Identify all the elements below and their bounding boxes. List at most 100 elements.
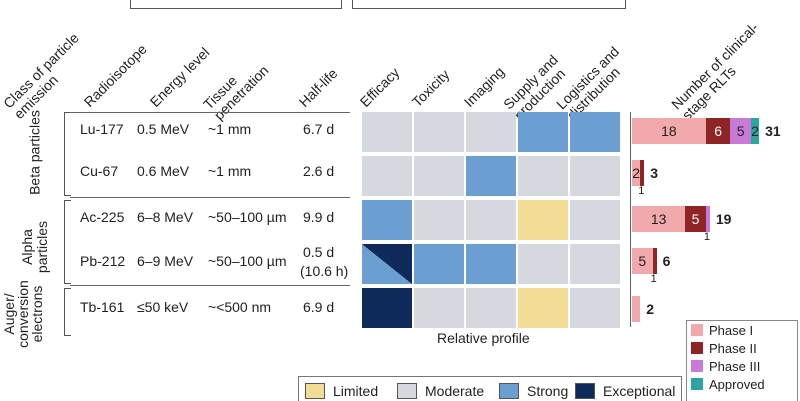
profile-cell-strong	[414, 244, 464, 284]
rlt-bar-segment-phase2	[652, 248, 657, 274]
cell-energy: 6–8 MeV	[137, 209, 194, 225]
phase-legend-approved: Approved	[687, 375, 797, 393]
cell-tissue: ~50–100 µm	[208, 253, 287, 269]
rlt-bar-segment-approved: 2	[750, 118, 760, 144]
cell-halflife-secondary: (10.6 h)	[300, 263, 349, 279]
auger-bracket	[64, 288, 71, 336]
header-class: Class of particle emission	[0, 23, 100, 122]
profile-cell-strong	[362, 200, 412, 240]
cell-isotope: Pb-212	[80, 253, 126, 269]
rlt-bar-note: 1	[638, 185, 645, 197]
profile-cell-limited	[518, 200, 568, 240]
rlt-bar-note: 1	[650, 273, 657, 285]
legend-moderate-label: Moderate	[425, 383, 485, 399]
phase-legend-phase1: Phase I	[687, 321, 797, 339]
header-imaging: Imaging	[460, 63, 508, 110]
profile-cell-strong	[466, 156, 516, 196]
profile-cell-strong	[570, 112, 620, 152]
cell-halflife: 6.9 d	[303, 299, 335, 315]
profile-caption: Relative profile	[437, 330, 530, 346]
row-separator-alpha-auger	[70, 285, 350, 286]
cell-tissue: ~50–100 µm	[208, 209, 287, 225]
profile-cell-moderate	[362, 156, 412, 196]
header-tissue: Tissue penetration	[200, 62, 272, 123]
phase3-label: Phase III	[709, 358, 761, 374]
phase-legend-phase2: Phase II	[687, 339, 797, 357]
profile-cell-exceptional-strong	[362, 244, 412, 284]
profile-cell-moderate	[466, 288, 516, 328]
profile-cell-moderate	[570, 156, 620, 196]
header-toxicity: Toxicity	[408, 66, 453, 110]
phase1-swatch	[691, 324, 703, 336]
rlt-bar-segment-phase2: 5	[685, 206, 706, 232]
relative-profile-bracket	[352, 0, 626, 9]
cell-energy: 6–9 MeV	[137, 253, 194, 269]
rlt-bar-total: 31	[765, 123, 781, 139]
header-rlts: Number of clinical-stage RLTs	[668, 19, 762, 123]
phase1-label: Phase I	[709, 322, 754, 338]
header-efficacy: Efficacy	[356, 64, 403, 110]
cell-isotope: Cu-67	[80, 163, 119, 179]
rlt-bar-segment-phase1	[632, 296, 641, 322]
rlt-bar-segment-phase2	[640, 160, 645, 186]
legend-limited: Limited	[305, 383, 378, 399]
header-halflife: Half-life	[295, 65, 341, 110]
row-separator-beta-alpha	[70, 197, 350, 198]
profile-legend: Limited Moderate Strong Exceptional	[298, 376, 682, 401]
profile-cell-moderate	[570, 244, 620, 284]
cell-energy: 0.6 MeV	[137, 163, 190, 179]
profile-cell-moderate	[362, 112, 412, 152]
legend-exceptional: Exceptional	[575, 383, 675, 399]
rlt-bar-segment-phase1: 5	[632, 248, 653, 274]
profile-cell-moderate	[570, 288, 620, 328]
phase-legend: Phase I Phase II Phase III Approved	[686, 320, 798, 401]
approved-swatch	[691, 378, 703, 390]
alpha-bracket	[64, 200, 71, 284]
cell-halflife: 0.5 d	[303, 244, 335, 260]
phase3-swatch	[691, 360, 703, 372]
profile-cell-exceptional	[362, 288, 412, 328]
profile-cell-moderate	[414, 288, 464, 328]
cell-isotope: Ac-225	[80, 209, 125, 225]
rlt-bar-total: 2	[646, 301, 654, 317]
cell-isotope: Tb-161	[80, 299, 125, 315]
cell-halflife: 9.9 d	[303, 209, 335, 225]
profile-cell-moderate	[466, 200, 516, 240]
rlt-bar-note: 1	[703, 231, 711, 243]
profile-cell-moderate	[414, 200, 464, 240]
cell-energy: ≤50 keV	[137, 299, 189, 315]
rlt-bar-segment-phase2: 6	[705, 118, 731, 144]
profile-cell-moderate	[414, 156, 464, 196]
legend-limited-label: Limited	[333, 383, 379, 399]
cell-halflife: 2.6 d	[303, 163, 335, 179]
rlt-bar-segment-phase1: 2	[632, 160, 641, 186]
beta-bracket	[64, 112, 71, 196]
cell-tissue: ~<500 nm	[208, 299, 272, 315]
profile-cell-limited	[518, 288, 568, 328]
cell-isotope: Lu-177	[80, 121, 124, 137]
profile-cell-moderate	[466, 112, 516, 152]
phase-legend-phase3: Phase III	[687, 357, 797, 375]
profile-cell-moderate	[570, 200, 620, 240]
row-separator-top	[70, 112, 350, 113]
legend-limited-swatch	[305, 383, 325, 399]
profile-cell-moderate	[518, 156, 568, 196]
profile-cell-moderate	[518, 244, 568, 284]
legend-moderate: Moderate	[397, 383, 484, 399]
group-label-beta: Beta particles	[26, 110, 43, 195]
legend-strong: Strong	[499, 383, 568, 399]
rlt-bar-segment-phase3	[705, 206, 710, 232]
profile-cell-strong	[518, 112, 568, 152]
legend-strong-swatch	[499, 383, 519, 399]
rlt-bar-total: 6	[662, 253, 671, 269]
legend-strong-label: Strong	[527, 383, 569, 399]
profile-cell-strong	[466, 244, 516, 284]
rlt-bar-segment-phase1: 13	[632, 206, 686, 232]
legend-exceptional-label: Exceptional	[603, 383, 676, 399]
rlt-bar-segment-phase1: 18	[632, 118, 706, 144]
phase2-swatch	[691, 342, 703, 354]
rlt-bar-total: 3	[650, 165, 659, 181]
cell-halflife: 6.7 d	[303, 121, 335, 137]
legend-exceptional-swatch	[575, 383, 595, 399]
physical-properties-bracket	[130, 0, 342, 9]
